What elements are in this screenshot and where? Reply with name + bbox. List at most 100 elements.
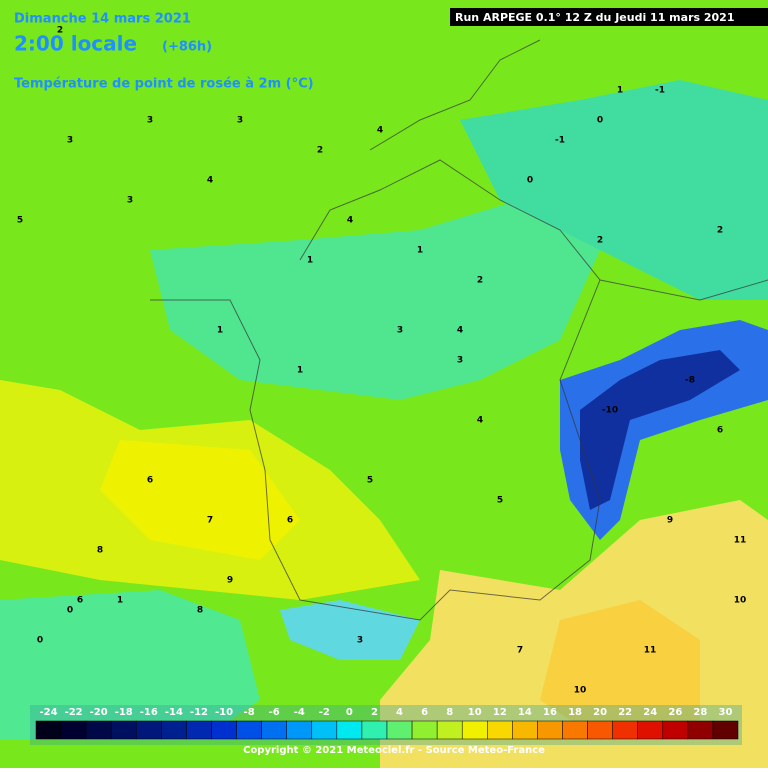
legend-swatch xyxy=(261,720,287,740)
contour-label: 11 xyxy=(734,536,747,546)
legend-swatch xyxy=(311,720,338,740)
contour-label: -8 xyxy=(685,376,695,386)
contour-label: 11 xyxy=(644,646,657,656)
legend-tick-label: 2 xyxy=(371,707,378,718)
legend-swatch xyxy=(236,720,262,740)
legend-tick-label: 18 xyxy=(568,707,582,718)
contour-label: 1 xyxy=(297,366,303,376)
contour-label: 4 xyxy=(207,176,213,186)
legend-tick-label: 6 xyxy=(421,707,428,718)
legend-swatch xyxy=(662,720,689,740)
legend-tick-label: 12 xyxy=(493,707,507,718)
contour-label: 2 xyxy=(717,226,723,236)
contour-label: 3 xyxy=(127,196,133,206)
contour-label: 1 xyxy=(117,596,123,606)
contour-label: 0 xyxy=(37,636,43,646)
contour-label: 3 xyxy=(357,636,363,646)
contour-label: 6 xyxy=(147,476,153,486)
legend-tick-label: -16 xyxy=(140,707,158,718)
legend-tick-label: 0 xyxy=(346,707,353,718)
parameter: Température de point de rosée à 2m (°C) xyxy=(14,77,314,92)
borders xyxy=(150,39,768,621)
alps-very-cold xyxy=(580,350,740,510)
contour-label: 3 xyxy=(457,356,463,366)
contour-label: 8 xyxy=(197,606,203,616)
legend-swatch xyxy=(186,720,212,740)
legend-swatch xyxy=(161,720,187,740)
contour-label: 3 xyxy=(67,136,73,146)
date: Dimanche 14 mars 2021 xyxy=(14,12,191,27)
legend-swatch xyxy=(286,720,313,740)
warm-zone xyxy=(540,600,700,740)
contour-label: 7 xyxy=(207,516,213,526)
humid-zone xyxy=(150,200,600,400)
contour-label: 0 xyxy=(67,606,73,616)
contour-label: 1 xyxy=(417,246,423,256)
legend-swatch xyxy=(386,720,413,740)
contour-label: 8 xyxy=(97,546,103,556)
pyrenees-cold xyxy=(280,600,420,660)
legend-swatch xyxy=(361,720,388,740)
legend-tick-label: 4 xyxy=(396,707,403,718)
legend-swatch xyxy=(512,720,538,740)
legend-tick-label: 10 xyxy=(468,707,482,718)
legend-swatch xyxy=(637,720,664,740)
run-box xyxy=(450,8,768,26)
contour-label: 5 xyxy=(367,476,373,486)
contour-label: 4 xyxy=(347,216,353,226)
legend-swatch xyxy=(537,720,563,740)
legend-tick-label: 22 xyxy=(618,707,632,718)
contour-label: 6 xyxy=(717,426,723,436)
contour-label: 2 xyxy=(317,146,323,156)
contour-label: 3 xyxy=(147,116,153,126)
contour-label: 2 xyxy=(477,276,483,286)
legend-tick-label: -12 xyxy=(190,707,208,718)
contour-label: 1 xyxy=(307,256,313,266)
copyright: Copyright © 2021 Meteociel.fr - Source M… xyxy=(243,745,545,756)
contour-label: 1 xyxy=(217,326,223,336)
legend-swatch xyxy=(562,720,588,740)
contour-label: 0 xyxy=(597,116,603,126)
legend-swatch xyxy=(211,720,237,740)
contour-label: 2 xyxy=(597,236,603,246)
legend-tick-label: 26 xyxy=(668,707,682,718)
contour-label: -1 xyxy=(655,86,665,96)
legend-swatch xyxy=(612,720,638,740)
legend-swatch xyxy=(136,720,162,740)
contour-label: 4 xyxy=(477,416,483,426)
legend-tick-label: -10 xyxy=(215,707,233,718)
cold-northeast xyxy=(460,80,768,300)
spain-north xyxy=(0,590,260,740)
legend-tick-label: 16 xyxy=(543,707,557,718)
contour-label: 0 xyxy=(527,176,533,186)
contour-label: 4 xyxy=(377,126,383,136)
legend-swatch xyxy=(687,720,714,740)
contour-label: 9 xyxy=(667,516,673,526)
contour-label: 10 xyxy=(734,596,747,606)
contour-label: 6 xyxy=(287,516,293,526)
contour-label: 10 xyxy=(574,686,587,696)
contour-label: 2 xyxy=(57,26,63,36)
dry-core xyxy=(100,440,300,560)
contour-label: 5 xyxy=(17,216,23,226)
contour-label: 6 xyxy=(77,596,83,606)
legend-tick-label: 8 xyxy=(446,707,453,718)
legend-tick-label: 20 xyxy=(593,707,607,718)
legend-tick-label: -6 xyxy=(269,707,280,718)
contour-label: 4 xyxy=(457,326,463,336)
legend-swatch xyxy=(712,720,739,740)
legend-tick-label: 28 xyxy=(693,707,707,718)
run-info: Run ARPEGE 0.1° 12 Z du Jeudi 11 mars 20… xyxy=(455,11,735,24)
contour-label: 5 xyxy=(497,496,503,506)
lead-time: (+86h) xyxy=(162,40,212,55)
contour-label: -1 xyxy=(555,136,565,146)
contour-label: 3 xyxy=(237,116,243,126)
legend-swatch xyxy=(587,720,613,740)
contour-label: 3 xyxy=(397,326,403,336)
legend-swatch xyxy=(110,720,137,740)
legend-tick-label: -14 xyxy=(165,707,183,718)
contour-label: 1 xyxy=(617,86,623,96)
